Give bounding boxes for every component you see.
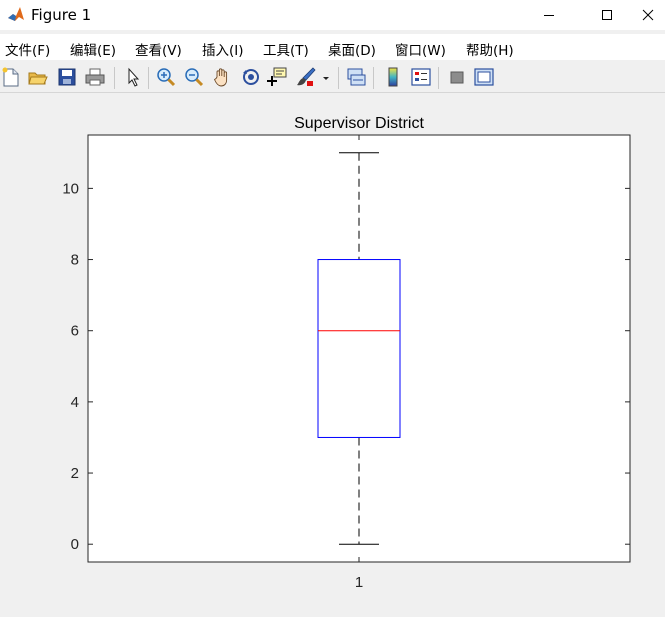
link-plot-icon[interactable] — [345, 66, 367, 88]
matlab-logo-icon — [7, 5, 25, 23]
y-tick-label: 6 — [71, 323, 79, 340]
toolbar-separator — [148, 67, 149, 89]
hide-plot-tools-icon[interactable] — [446, 66, 468, 88]
toolbar-separator — [338, 67, 339, 89]
menu-view[interactable]: 查看(V) — [135, 43, 182, 59]
chart-title: Supervisor District — [294, 115, 424, 132]
menu-help[interactable]: 帮助(H) — [466, 43, 514, 59]
interquartile-box — [317, 259, 401, 438]
y-tick-label: 4 — [71, 394, 79, 411]
close-button[interactable] — [630, 0, 665, 30]
window-title: Figure 1 — [31, 6, 92, 24]
pan-icon[interactable] — [211, 66, 233, 88]
menu-desktop[interactable]: 桌面(D) — [328, 43, 376, 59]
show-plot-tools-icon[interactable] — [473, 66, 495, 88]
menu-window[interactable]: 窗口(W) — [395, 43, 446, 59]
edit-plot-icon[interactable] — [122, 66, 144, 88]
save-icon[interactable] — [56, 66, 78, 88]
toolbar — [0, 62, 665, 93]
minimize-icon — [544, 15, 554, 16]
toolbar-separator — [114, 67, 115, 89]
legend-icon[interactable] — [410, 66, 432, 88]
colorbar-icon[interactable] — [382, 66, 404, 88]
x-tick-label: 1 — [355, 574, 363, 591]
minimize-button[interactable] — [526, 0, 572, 30]
chevron-down-icon[interactable] — [320, 66, 332, 88]
y-tick-label: 8 — [71, 252, 79, 269]
menu-bar: 文件(F) 编辑(E) 查看(V) 插入(I) 工具(T) 桌面(D) 窗口(W… — [0, 34, 665, 60]
menu-insert[interactable]: 插入(I) — [202, 43, 244, 59]
figure-canvas: Supervisor District 0 2 4 6 8 10 1 — [0, 93, 665, 617]
menu-edit[interactable]: 编辑(E) — [70, 43, 117, 59]
data-cursor-icon[interactable] — [267, 66, 289, 88]
close-icon — [642, 9, 653, 21]
toolbar-separator — [373, 67, 374, 89]
y-tick-label: 10 — [62, 180, 79, 197]
y-tick-label: 0 — [71, 536, 79, 553]
new-figure-icon[interactable] — [0, 66, 22, 88]
print-icon[interactable] — [84, 66, 106, 88]
y-tick-label: 2 — [71, 465, 79, 482]
maximize-icon — [602, 10, 612, 20]
maximize-button[interactable] — [584, 0, 630, 30]
open-file-icon[interactable] — [27, 66, 49, 88]
zoom-out-icon[interactable] — [183, 66, 205, 88]
boxplot-chart: Supervisor District 0 2 4 6 8 10 1 — [62, 115, 631, 591]
title-bar: Figure 1 — [0, 0, 665, 30]
brush-icon[interactable] — [295, 66, 317, 88]
zoom-in-icon[interactable] — [155, 66, 177, 88]
menu-file[interactable]: 文件(F) — [5, 43, 51, 59]
rotate-3d-icon[interactable] — [240, 66, 262, 88]
menu-tools[interactable]: 工具(T) — [263, 43, 309, 59]
toolbar-separator — [438, 67, 439, 89]
